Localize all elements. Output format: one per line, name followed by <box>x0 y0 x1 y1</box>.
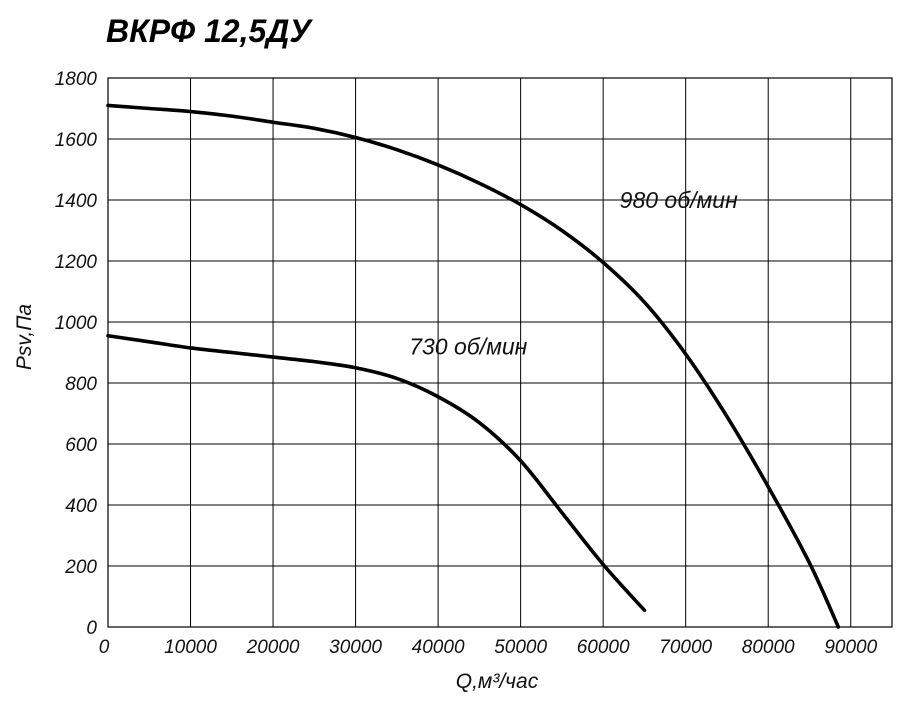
x-tick-label: 0 <box>99 637 110 658</box>
y-tick-label: 400 <box>65 496 97 517</box>
x-tick-label: 20000 <box>246 637 300 658</box>
series-label-1: 730 об/мин <box>409 333 527 359</box>
x-tick-label: 70000 <box>659 637 712 658</box>
x-tick-label: 40000 <box>412 637 465 658</box>
series-line-0 <box>106 103 841 629</box>
y-tick-label: 1000 <box>55 313 98 334</box>
x-tick-label: 10000 <box>164 637 217 658</box>
y-tick-label: 1800 <box>55 69 98 90</box>
chart-title: ВКРФ 12,5ДУ <box>106 13 313 49</box>
y-axis-title: Psv,Па <box>13 304 36 370</box>
plot-area: 0 200 400 600 800 1000 1200 1400 1600 1800 0 10000 2… <box>55 69 893 658</box>
series-line-1 <box>106 333 647 613</box>
y-tick-label: 1200 <box>55 252 98 273</box>
x-tick-label: 50000 <box>494 637 547 658</box>
x-axis-title: Q,м³/час <box>456 670 539 693</box>
x-tick-label: 30000 <box>329 637 382 658</box>
series-label-0: 980 об/мин <box>620 187 738 213</box>
y-tick-label: 800 <box>65 374 97 395</box>
x-tick-label: 90000 <box>824 637 877 658</box>
x-tick-label: 80000 <box>742 637 795 658</box>
y-tick-label: 1400 <box>55 191 98 212</box>
x-tick-label: 60000 <box>577 637 630 658</box>
y-tick-label: 600 <box>65 435 97 456</box>
y-tick-label: 0 <box>86 618 97 639</box>
y-tick-label: 200 <box>64 557 97 578</box>
y-tick-label: 1600 <box>55 130 98 151</box>
